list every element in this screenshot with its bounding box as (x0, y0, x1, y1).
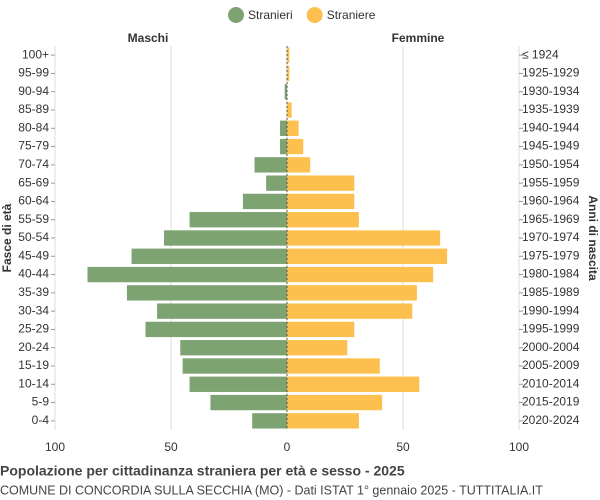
bar (280, 120, 287, 136)
bar (287, 138, 304, 155)
y-tick-label: 10-14 (18, 376, 49, 390)
bar (145, 321, 287, 338)
bar (189, 376, 287, 392)
bar (287, 266, 434, 283)
bar (287, 102, 292, 118)
y-tick-label: 95-99 (18, 66, 49, 80)
y2-tick-label: 1960-1964 (522, 194, 580, 208)
y-tick-label: 60-64 (18, 194, 49, 208)
bar (254, 157, 287, 173)
bar (189, 212, 287, 228)
y-tick-label: 70-74 (18, 157, 49, 171)
bar (266, 175, 287, 191)
x-tick-label: 100 (45, 440, 65, 454)
bar (287, 303, 413, 319)
left-label: Maschi (128, 31, 169, 45)
y2-tick-label: 1955-1959 (522, 175, 580, 189)
y2-tick-label: 1950-1954 (522, 157, 580, 171)
y2-tick-label: 1990-1994 (522, 303, 580, 317)
legend-label: Stranieri (248, 8, 293, 22)
y-tick-label: 65-69 (18, 175, 49, 189)
legend-label: Straniere (327, 8, 376, 22)
bar (287, 248, 448, 264)
bar (131, 248, 287, 264)
bar (287, 321, 355, 338)
bar (87, 266, 287, 283)
y-tick-label: 45-49 (18, 248, 49, 262)
y2-tick-label: 2015-2019 (522, 395, 580, 409)
y2-tick-label: 1930-1934 (522, 84, 580, 98)
y-tick-label: 20-24 (18, 340, 49, 354)
plot (87, 47, 448, 429)
y-tick-label: 85-89 (18, 102, 49, 116)
y-tick-label: 25-29 (18, 322, 49, 336)
bar (287, 358, 380, 374)
y2-tick-label: 1975-1979 (522, 248, 580, 262)
bar (287, 413, 359, 429)
y-tick-label: 5-9 (32, 395, 50, 409)
bar (287, 65, 290, 82)
bar (287, 285, 417, 301)
bar (287, 340, 348, 356)
bar (164, 230, 287, 246)
y-tick-label: 0-4 (32, 413, 50, 427)
bar (280, 138, 287, 155)
y2-tick-label: 1935-1939 (522, 102, 580, 116)
y2-tick-label: 2010-2014 (522, 376, 580, 390)
chart-subtitle: COMUNE DI CONCORDIA SULLA SECCHIA (MO) -… (0, 483, 543, 497)
bar (182, 358, 287, 374)
y-tick-label: 15-19 (18, 358, 49, 372)
bar (287, 230, 441, 246)
y-tick-label: 30-34 (18, 303, 49, 317)
y2-tick-label: 1925-1929 (522, 66, 580, 80)
y-tick-label: 80-84 (18, 120, 49, 134)
y2-tick-label: 1985-1989 (522, 285, 580, 299)
y2-tick-label: 1970-1974 (522, 230, 580, 244)
bar (157, 303, 287, 319)
chart-title: Popolazione per cittadinanza straniera p… (0, 463, 405, 479)
legend-marker (228, 7, 244, 23)
bar (287, 394, 383, 411)
legend-marker (306, 7, 323, 23)
bar (287, 157, 311, 173)
x-tick-label: 0 (284, 440, 291, 454)
bar (126, 285, 287, 301)
bar (180, 340, 287, 356)
bar (284, 84, 287, 100)
y-tick-label: 55-59 (18, 212, 49, 226)
y-tick-label: 35-39 (18, 285, 49, 299)
x-tick-label: 50 (164, 440, 178, 454)
bar (210, 394, 287, 411)
y2-axis-label: Anni di nascita (586, 195, 600, 281)
y2-tick-label: 2000-2004 (522, 340, 580, 354)
bar (287, 376, 420, 392)
y-axis-label: Fasce di età (0, 203, 14, 272)
bar (287, 175, 355, 191)
y-tick-label: 40-44 (18, 267, 49, 281)
y-tick-label: 75-79 (18, 139, 49, 153)
y2-tick-label: 2005-2009 (522, 358, 580, 372)
y-tick-label: 90-94 (18, 84, 49, 98)
y2-tick-label: ≤ 1924 (522, 47, 559, 61)
x-tick-label: 100 (509, 440, 529, 454)
bar (242, 193, 287, 210)
bar (287, 212, 359, 228)
y-tick-label: 100+ (22, 47, 49, 61)
y2-tick-label: 1980-1984 (522, 267, 580, 281)
bar (287, 47, 290, 63)
bar (252, 413, 287, 429)
bar (287, 120, 299, 136)
y2-tick-label: 1940-1944 (522, 120, 580, 134)
y2-tick-label: 1995-1999 (522, 322, 580, 336)
right-label: Femmine (392, 31, 445, 45)
y-tick-label: 50-54 (18, 230, 49, 244)
y2-tick-label: 1945-1949 (522, 139, 580, 153)
bar (287, 193, 355, 210)
y2-tick-label: 2020-2024 (522, 413, 580, 427)
y2-tick-label: 1965-1969 (522, 212, 580, 226)
x-tick-label: 50 (396, 440, 410, 454)
